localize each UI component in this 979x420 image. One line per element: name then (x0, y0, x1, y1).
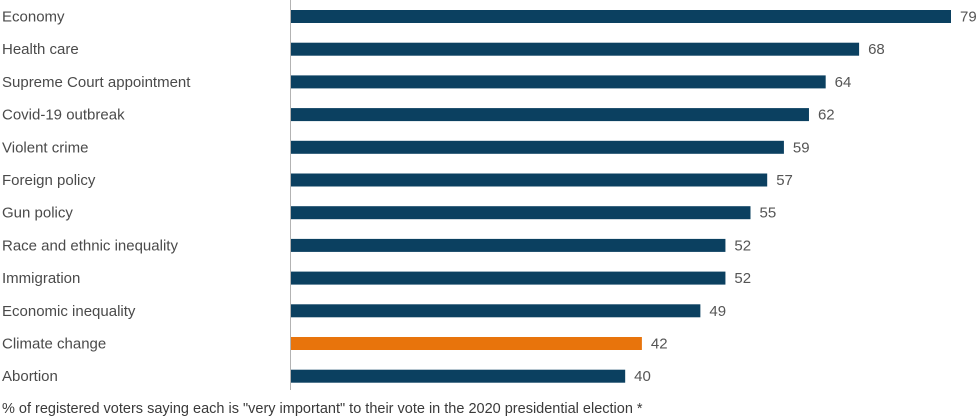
category-label: Violent crime (2, 139, 88, 156)
bar-economy (291, 10, 951, 23)
chart-footnote: % of registered voters saying each is "v… (2, 401, 643, 417)
category-label: Race and ethnic inequality (2, 237, 178, 254)
category-label: Immigration (2, 270, 80, 287)
bar-supreme-court-appointment (291, 75, 826, 89)
category-labels-group: Economy Health care Supreme Court appointm… (2, 9, 191, 386)
bar-gun-policy (291, 206, 751, 220)
value-label: 40 (634, 368, 651, 385)
bar-economic-inequality (291, 304, 701, 318)
category-label: Abortion (2, 368, 58, 385)
bar-violent-crime (291, 140, 784, 154)
category-label: Economy (2, 9, 65, 26)
bar-abortion (291, 369, 626, 383)
value-label: 64 (835, 74, 852, 91)
bar-race-and-ethnic-inequality (291, 238, 726, 252)
bar-climate-change (291, 337, 642, 350)
value-label: 52 (734, 270, 751, 287)
value-label: 52 (734, 237, 751, 254)
value-label: 42 (651, 336, 668, 353)
category-label: Supreme Court appointment (2, 74, 191, 91)
category-label: Gun policy (2, 205, 73, 222)
value-label: 62 (818, 107, 835, 124)
value-label: 68 (868, 41, 885, 58)
bar-covid-19-outbreak (291, 108, 809, 122)
value-label: 59 (793, 139, 810, 156)
value-label: 49 (709, 303, 726, 320)
value-label: 57 (776, 172, 793, 189)
category-label: Foreign policy (2, 172, 96, 189)
bar-foreign-policy (291, 173, 768, 187)
bar-health-care (291, 42, 860, 56)
category-label: Covid-19 outbreak (2, 107, 125, 124)
bars-group (291, 10, 951, 383)
bar-chart: Economy Health care Supreme Court appointm… (2, 0, 977, 390)
bar-immigration (291, 271, 726, 285)
category-label: Health care (2, 41, 79, 58)
category-label: Economic inequality (2, 303, 136, 320)
value-label: 79 (960, 9, 977, 26)
value-label: 55 (759, 205, 776, 222)
category-label: Climate change (2, 336, 106, 353)
